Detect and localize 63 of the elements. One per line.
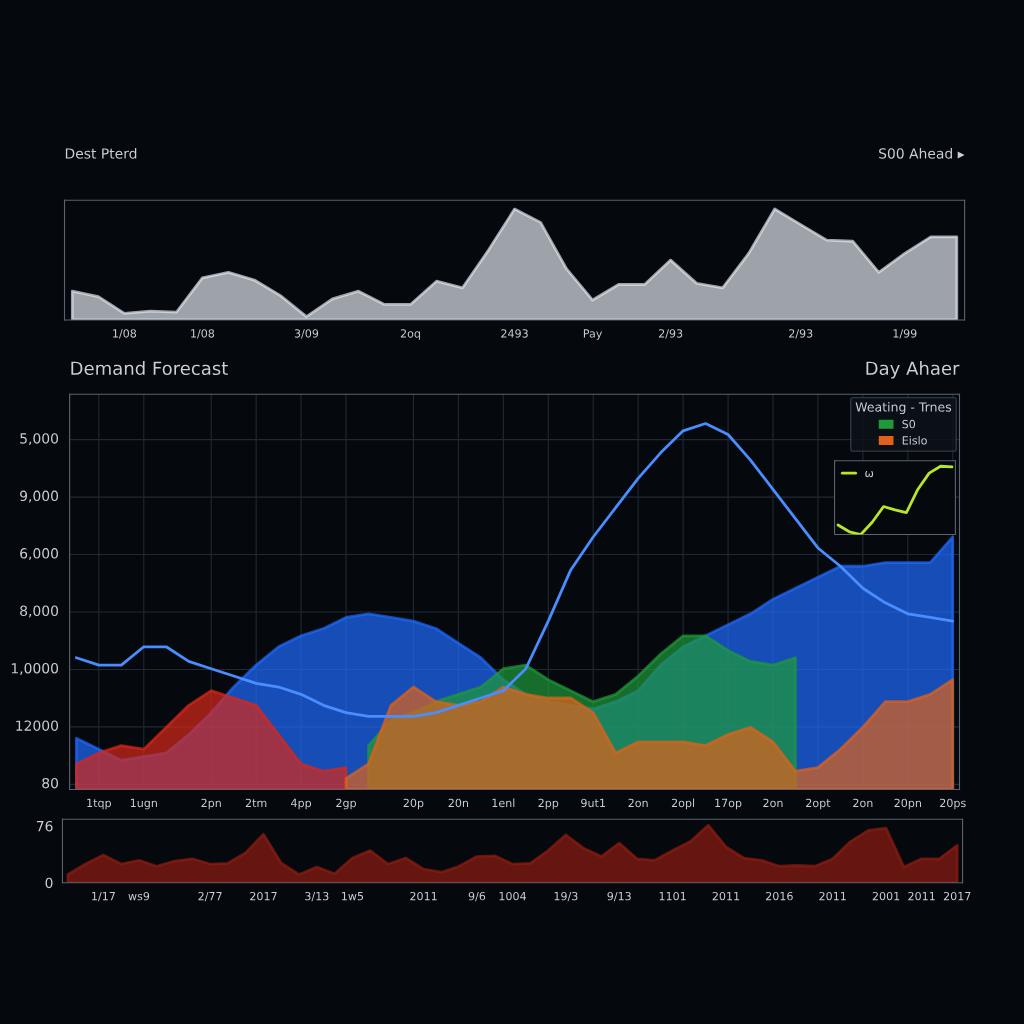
x-tick-label: 2016 <box>766 891 793 901</box>
legend-label: ω <box>865 470 874 478</box>
x-tick-label: 2011 <box>908 891 935 901</box>
x-tick-label: 1101 <box>659 891 686 901</box>
x-tick-label: 19/3 <box>554 891 578 902</box>
x-tick-label: Pay <box>583 329 603 340</box>
x-tick-label: 9ut1 <box>581 798 605 808</box>
legend-label: S0 <box>902 419 916 429</box>
y-tick-label: 0 <box>45 877 53 889</box>
x-tick-label: 2on <box>628 798 648 808</box>
x-tick-label: 1/17 <box>92 892 115 902</box>
chart-title: Demand Forecast <box>71 361 228 376</box>
x-tick-label: 2tm <box>245 798 267 807</box>
x-tick-label: 1ugn <box>130 798 157 810</box>
x-tick-label: 2001 <box>872 891 900 901</box>
text: 12000 <box>16 720 59 731</box>
x-tick-label: 2493 <box>501 329 528 338</box>
chart-title: Dest Pterd <box>65 147 137 159</box>
x-tick-label: 2pn <box>201 798 221 810</box>
x-tick-label: 2/93 <box>658 329 683 339</box>
x-tick-label: 2gp <box>336 798 357 810</box>
text: 1,0000 <box>11 662 59 675</box>
x-tick-label: 17op <box>715 798 742 810</box>
x-tick-label: 2opl <box>671 798 695 810</box>
legend-label: Eislo <box>902 435 927 445</box>
x-tick-label: 3/09 <box>294 329 319 339</box>
x-tick-label: 1enl <box>492 798 515 808</box>
x-tick-label: 1/08 <box>113 329 137 339</box>
text: 8,000 <box>20 605 59 618</box>
text: 80 <box>42 777 59 789</box>
x-tick-label: 2opt <box>806 798 831 810</box>
text: 6,000 <box>20 548 59 560</box>
x-tick-label: 20ps <box>940 798 966 810</box>
x-tick-label: 1004 <box>499 891 527 901</box>
x-tick-label: 2017 <box>943 891 971 901</box>
x-tick-label: 20n <box>448 798 469 808</box>
x-tick-label: 20pn <box>894 798 921 810</box>
chart-subtitle: Day Ahaer <box>866 361 960 379</box>
x-tick-label: 2/77 <box>198 891 222 902</box>
text: 5,000 <box>20 433 59 446</box>
x-tick-label: 1w5 <box>342 892 364 901</box>
x-tick-label: ws9 <box>128 891 150 901</box>
x-tick-label: 1tqp <box>87 798 111 810</box>
x-tick-label: 2on <box>853 798 873 808</box>
x-tick-label: 2011 <box>819 891 846 901</box>
x-tick-label: 2011 <box>410 891 437 901</box>
legend-title: Weating - Trnes <box>855 402 952 415</box>
x-tick-label: 2oq <box>400 329 420 340</box>
x-tick-label: 1/99 <box>893 329 917 339</box>
x-tick-label: 2pp <box>538 798 559 810</box>
x-tick-label: 3/13 <box>305 891 329 902</box>
chart-subtitle: S00 Ahead ▸ <box>879 147 965 159</box>
x-tick-label: 2on <box>763 798 783 808</box>
x-tick-label: 2/93 <box>789 329 813 339</box>
x-tick-label: 9/6 <box>468 891 486 902</box>
x-tick-label: 1/08 <box>191 329 215 339</box>
x-tick-label: 9/13 <box>607 891 631 902</box>
x-tick-label: 4pp <box>291 798 312 810</box>
y-tick-label: 76 <box>36 820 53 832</box>
x-tick-label: 2011 <box>712 891 740 901</box>
text: 9,000 <box>20 490 59 503</box>
x-tick-label: 2017 <box>250 891 277 901</box>
x-tick-label: 20p <box>403 798 424 810</box>
